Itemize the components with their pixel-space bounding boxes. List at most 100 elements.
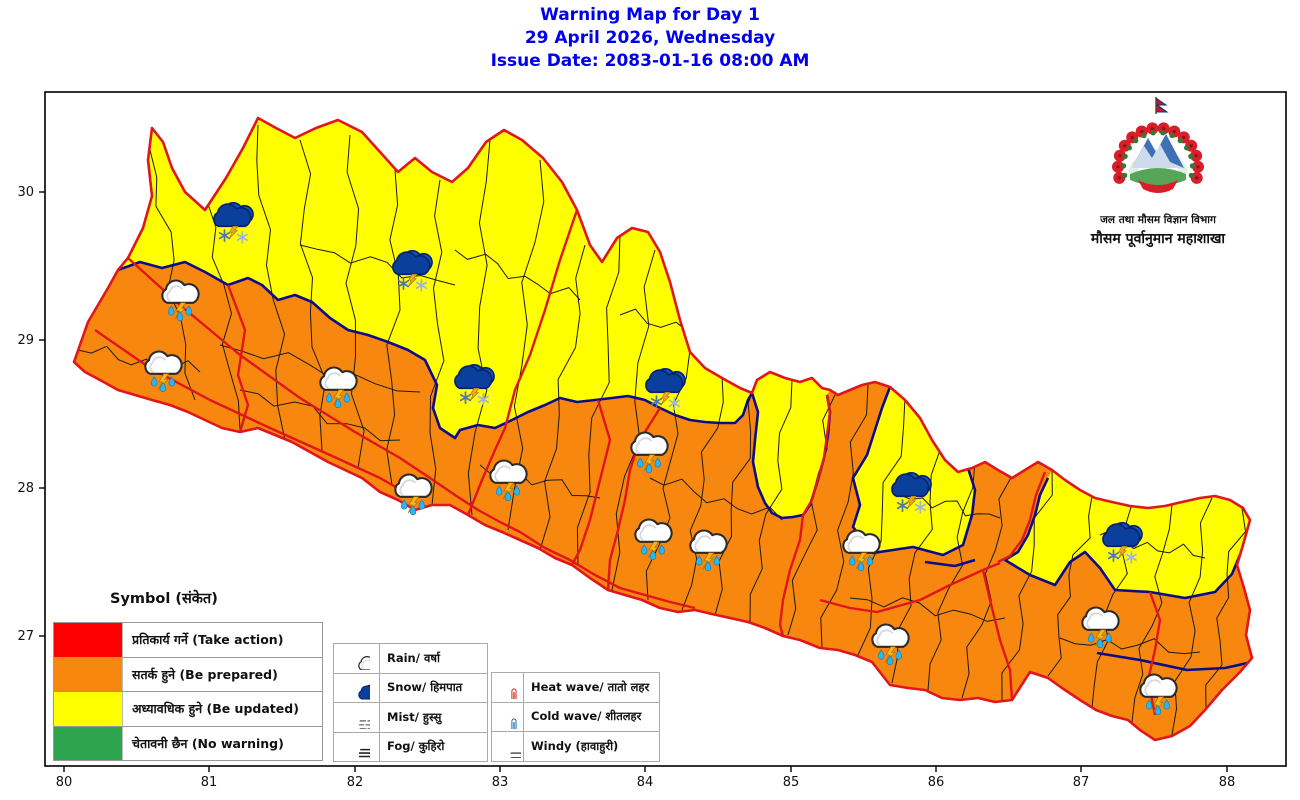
wreath-leaf [1169, 132, 1175, 139]
mist-icon [334, 703, 380, 732]
wreath-leaf [1160, 130, 1166, 136]
district-boundary [386, 169, 401, 486]
wreath-flower-center [1182, 135, 1186, 139]
warning-legend-label: चेतावनी छैन (No warning) [123, 726, 322, 760]
heatwave-icon [492, 673, 524, 702]
rain-icon [334, 644, 380, 673]
symbol-row-windy: Windy (हावाहुरी) [492, 732, 659, 761]
district-boundary [454, 249, 581, 301]
wreath-flower-center [1172, 129, 1176, 134]
wreath-flower-center [1116, 165, 1120, 169]
wreath-leaf [1184, 145, 1190, 151]
x-tick-label: 84 [637, 775, 654, 790]
basin-boundary [117, 260, 832, 520]
symbol-label: Windy (हावाहुरी) [531, 738, 619, 753]
wreath-leaf [1122, 153, 1128, 159]
warning-legend-label: सतर्क हुने (Be prepared) [123, 657, 322, 691]
x-tick-label: 87 [1073, 775, 1090, 790]
district-boundary [299, 244, 456, 286]
wreath-leaf [1122, 172, 1128, 178]
map-body [74, 118, 1252, 740]
wreath-leaf [1133, 138, 1139, 144]
district-boundary [681, 374, 724, 611]
x-tick-label: 83 [492, 775, 509, 790]
snow-icon [334, 673, 380, 702]
symbol-label: Fog/ कुहिरो [387, 739, 445, 754]
symbol-row-snow: Snow/ हिमपात [334, 673, 487, 703]
district-boundary [961, 475, 1013, 699]
district-boundary [927, 461, 976, 691]
district-boundary [749, 379, 793, 623]
warning-legend-label: अध्यावधिक हुने (Be updated) [123, 692, 322, 726]
wreath-leaf [1177, 138, 1183, 144]
district-boundary [429, 179, 445, 506]
symbol-label: Cold wave/ शीतलहर [531, 709, 642, 724]
wreath-leaf [1188, 153, 1194, 159]
symbol-row-coldwave: Cold wave/ शीतलहर [492, 702, 659, 732]
symbol-label: Snow/ हिमपात [387, 680, 463, 695]
district-boundary [467, 139, 491, 516]
basin-boundary [1003, 477, 1246, 600]
logo-department-name: जल तथा मौसम विज्ञान विभाग [1100, 214, 1216, 226]
district-boundary [299, 139, 327, 451]
district-boundary [1059, 637, 1201, 655]
district-boundary [849, 597, 1006, 622]
x-tick-label: 86 [928, 775, 945, 790]
nepal-outline [72, 116, 1254, 742]
province-boundary [466, 209, 579, 516]
province-boundary [778, 394, 832, 637]
valid-date: 29 April 2026, Wednesday [524, 28, 776, 48]
map-title-block: Warning Map for Day 1 29 April 2026, Wed… [0, 4, 1300, 73]
warning-color-swatch-be-updated [54, 692, 123, 726]
wreath-flower-center [1118, 154, 1122, 158]
district-boundary [219, 344, 421, 393]
logo-division-name: मौसम पूर्वानुमान महाशाखा [1090, 231, 1226, 247]
symbol-row-heatwave: Heat wave/ तातो लहर [492, 673, 659, 703]
wreath-flower-center [1123, 144, 1127, 148]
warning-legend-label: प्रतिकार्य गर्ने (Take action) [123, 623, 322, 657]
district-boundary [1001, 467, 1053, 701]
hazard-symbol-legend: Heat wave/ तातो लहर Cold wave/ शीतलहर Wind… [491, 672, 660, 762]
warning-legend-row-be-prepared: सतर्क हुने (Be prepared) [54, 657, 322, 692]
basin-boundary [1096, 651, 1252, 672]
district-boundary [649, 477, 783, 521]
symbol-label: Mist/ हुस्सु [387, 709, 442, 724]
district-boundary [899, 494, 1001, 519]
warning-legend-row-be-updated: अध्यावधिक हुने (Be updated) [54, 692, 322, 727]
district-boundary [787, 394, 836, 636]
district-boundary [149, 149, 196, 401]
windy-icon [492, 732, 524, 761]
yellow-warning-region [853, 387, 975, 555]
wreath-flower-center [1117, 176, 1121, 180]
wreath-flower-center [1130, 135, 1134, 139]
symbol-row-fog: Fog/ कुहिरो [334, 732, 487, 761]
yellow-warning-region [118, 118, 830, 518]
x-tick-label: 88 [1219, 775, 1236, 790]
symbol-label: Rain/ वर्षा [387, 650, 440, 665]
wreath-flower-center [1162, 126, 1166, 130]
wreath-leaf [1126, 145, 1132, 151]
x-tick-label: 82 [347, 775, 364, 790]
symbol-row-mist: Mist/ हुस्सु [334, 703, 487, 733]
wreath-leaf [1121, 163, 1127, 169]
district-boundary [820, 384, 869, 649]
warning-legend-heading: Symbol (संकेत) [110, 591, 218, 607]
warning-level-legend: प्रतिकार्य गर्ने (Take action) सतर्क हुने… [53, 622, 323, 761]
wreath-leaf [1150, 130, 1156, 136]
province-boundary [997, 471, 1047, 564]
symbol-row-rain: Rain/ वर्षा [334, 644, 487, 674]
dhm-logo [1112, 97, 1204, 193]
province-boundary [127, 257, 696, 610]
district-boundary [239, 389, 401, 442]
wreath-flower-center [1140, 129, 1144, 134]
district-boundary [539, 244, 586, 551]
province-boundary [981, 569, 1014, 701]
y-tick-label: 29 [17, 333, 34, 348]
district-boundary [1047, 495, 1093, 677]
district-boundary [345, 134, 365, 469]
wreath-flower-center [1196, 165, 1200, 169]
district-boundary [714, 377, 758, 616]
warning-color-swatch-no-warning [54, 726, 123, 760]
basin-boundary [924, 558, 976, 568]
